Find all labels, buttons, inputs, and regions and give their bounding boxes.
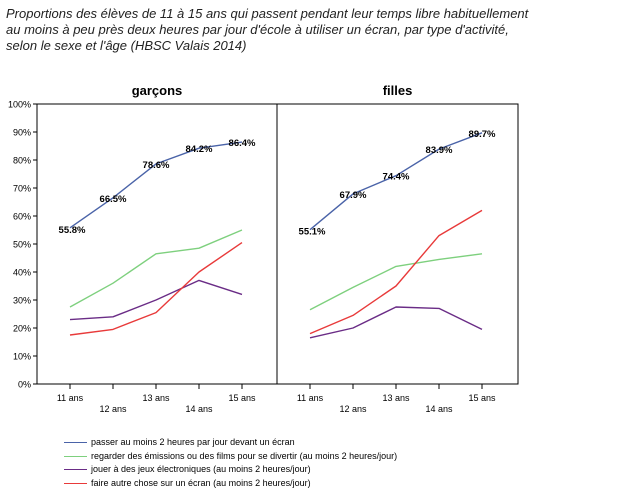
panel-title: filles [383, 83, 413, 98]
legend-swatch [64, 482, 87, 484]
y-tick-label: 70% [13, 184, 31, 194]
x-tick-label: 11 ans [57, 393, 84, 403]
data-label: 67.9% [340, 190, 367, 201]
data-label: 74.4% [383, 172, 410, 183]
panel-title: garçons [132, 83, 183, 98]
y-tick-label: 40% [13, 268, 31, 278]
series-line-films [69, 229, 243, 308]
chart-legend: passer au moins 2 heures par jour devant… [64, 436, 397, 490]
legend-swatch [64, 469, 87, 471]
x-tick-label: 14 ans [185, 404, 213, 414]
x-tick-label: 12 ans [339, 404, 367, 414]
legend-label: jouer à des jeux électroniques (au moins… [91, 464, 311, 474]
data-label: 83.9% [426, 145, 453, 156]
y-tick-label: 80% [13, 156, 31, 166]
chart-title-line: Proportions des élèves de 11 à 15 ans qu… [6, 6, 529, 21]
data-label: 78.6% [143, 160, 170, 171]
y-tick-label: 60% [13, 212, 31, 222]
series-line-jeux [309, 306, 483, 339]
x-tick-label: 14 ans [425, 404, 453, 414]
y-tick-label: 20% [13, 324, 31, 334]
y-tick-label: 30% [13, 296, 31, 306]
legend-label: regarder des émissions ou des films pour… [91, 450, 398, 461]
x-tick-label: 15 ans [228, 393, 256, 403]
series-line-jeux [69, 279, 243, 321]
series-line-ecran [69, 141, 243, 229]
x-tick-label: 15 ans [468, 393, 496, 403]
series-line-films [309, 253, 483, 311]
chart-title-line: au moins à peu près deux heures par jour… [6, 22, 509, 37]
legend-swatch [64, 455, 87, 457]
legend-item: faire autre chose sur un écran (au moins… [64, 477, 397, 491]
data-label: 86.4% [229, 138, 256, 149]
data-label: 84.2% [186, 144, 213, 155]
series-line-autre [69, 242, 243, 336]
legend-item: regarder des émissions ou des films pour… [64, 450, 397, 464]
data-label: 55.8% [59, 225, 86, 236]
x-tick-label: 12 ans [99, 404, 127, 414]
legend-swatch [64, 442, 87, 444]
series-line-autre [309, 209, 483, 335]
y-tick-label: 10% [13, 352, 31, 362]
series-line-ecran [309, 132, 483, 231]
x-tick-label: 11 ans [297, 393, 324, 403]
data-label: 55.1% [299, 227, 326, 238]
y-tick-label: 50% [13, 240, 31, 250]
data-label: 66.5% [100, 194, 127, 205]
x-tick-label: 13 ans [382, 393, 410, 403]
y-tick-label: 90% [13, 128, 31, 138]
y-tick-label: 100% [8, 100, 31, 110]
x-tick-label: 13 ans [142, 393, 170, 403]
data-label: 89.7% [469, 129, 496, 140]
chart-title-line: selon le sexe et l'âge (HBSC Valais 2014… [6, 38, 247, 53]
legend-label: passer au moins 2 heures par jour devant… [91, 437, 295, 447]
chart-title: Proportions des élèves de 11 à 15 ans qu… [6, 6, 628, 54]
y-tick-label: 0% [18, 380, 31, 390]
legend-label: faire autre chose sur un écran (au moins… [91, 477, 311, 488]
legend-item: jouer à des jeux électroniques (au moins… [64, 463, 397, 477]
legend-item: passer au moins 2 heures par jour devant… [64, 436, 397, 450]
